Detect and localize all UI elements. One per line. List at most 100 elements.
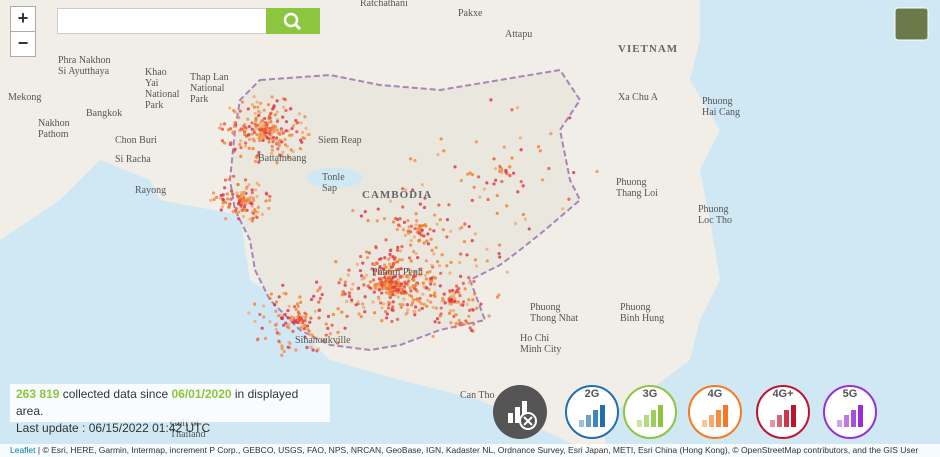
- leaflet-link[interactable]: Leaflet: [10, 445, 36, 455]
- data-point: [383, 273, 387, 277]
- data-point: [492, 157, 496, 161]
- place-label: Yai: [145, 78, 159, 89]
- data-point: [378, 271, 383, 275]
- data-point: [512, 171, 516, 175]
- data-point: [386, 269, 391, 273]
- data-point: [250, 121, 254, 125]
- data-point: [299, 121, 303, 125]
- data-point: [318, 285, 322, 289]
- data-point: [259, 130, 263, 135]
- data-point: [243, 203, 247, 207]
- data-point: [359, 315, 363, 319]
- data-point: [228, 106, 232, 110]
- place-label: Battambang: [258, 153, 306, 164]
- data-point: [363, 310, 367, 314]
- data-point: [420, 183, 425, 187]
- data-point: [269, 133, 273, 137]
- search-button[interactable]: [266, 8, 320, 34]
- network-button[interactable]: 2G: [565, 385, 619, 439]
- data-point: [298, 147, 303, 151]
- network-label: 4G+: [772, 388, 793, 400]
- data-point: [225, 192, 229, 196]
- data-point: [317, 316, 321, 320]
- data-point: [219, 122, 223, 126]
- data-point: [284, 292, 288, 296]
- info-box: 263 819 collected data since 06/01/2020 …: [10, 384, 330, 435]
- data-point: [417, 239, 421, 243]
- data-point: [254, 155, 258, 159]
- data-point: [343, 283, 347, 287]
- network-button[interactable]: 3G: [623, 385, 677, 439]
- data-point: [418, 202, 422, 206]
- data-point: [250, 103, 255, 107]
- data-point: [290, 133, 294, 137]
- place-label: National: [145, 89, 180, 100]
- data-point: [572, 170, 576, 175]
- data-point: [296, 304, 300, 309]
- data-point: [493, 167, 498, 171]
- data-point: [388, 283, 392, 287]
- data-point: [302, 136, 307, 140]
- data-point: [223, 178, 228, 182]
- data-point: [474, 264, 479, 268]
- data-point: [350, 287, 354, 291]
- data-point: [251, 216, 255, 220]
- zoom-out[interactable]: −: [10, 31, 36, 57]
- network-button[interactable]: 4G: [688, 385, 742, 439]
- signal-bar: [651, 410, 656, 427]
- search-input[interactable]: [57, 8, 267, 34]
- data-point: [323, 338, 327, 342]
- data-point: [459, 178, 463, 183]
- data-point: [260, 212, 264, 216]
- data-point: [229, 197, 233, 201]
- data-point: [243, 128, 247, 132]
- signal-bar: [851, 410, 856, 427]
- data-point: [462, 240, 467, 244]
- signal-bar: [658, 405, 663, 427]
- data-point: [271, 124, 275, 128]
- data-point: [519, 148, 523, 152]
- data-point: [466, 172, 470, 176]
- data-point: [356, 300, 360, 304]
- data-point: [414, 223, 418, 227]
- all-networks-button[interactable]: [493, 385, 547, 439]
- data-point: [374, 244, 378, 249]
- data-point: [256, 338, 260, 342]
- data-point: [479, 302, 483, 306]
- data-point: [416, 256, 420, 260]
- data-point: [379, 301, 383, 305]
- data-point: [395, 317, 400, 321]
- data-point: [390, 307, 394, 312]
- data-point: [268, 116, 272, 120]
- data-point: [396, 295, 400, 299]
- data-point: [253, 319, 257, 324]
- network-button[interactable]: 4G+: [756, 385, 810, 439]
- data-point: [242, 190, 246, 194]
- data-point: [371, 300, 375, 304]
- data-point: [389, 273, 393, 277]
- basemap-toggle[interactable]: [894, 7, 929, 41]
- data-point: [280, 346, 284, 351]
- data-point: [404, 188, 408, 192]
- sea: [600, 0, 940, 457]
- data-point: [382, 263, 387, 267]
- data-point: [401, 187, 405, 191]
- place-label: Minh City: [520, 344, 561, 355]
- data-point: [277, 332, 281, 336]
- data-point: [433, 213, 437, 217]
- zoom-in[interactable]: +: [10, 6, 36, 32]
- data-point: [470, 172, 475, 177]
- data-point: [347, 294, 352, 299]
- data-point: [425, 270, 430, 275]
- data-point: [410, 303, 414, 307]
- data-point: [436, 259, 440, 264]
- data-point: [402, 297, 406, 301]
- data-point: [242, 197, 246, 201]
- network-button[interactable]: 5G: [823, 385, 877, 439]
- data-point: [470, 198, 474, 202]
- data-point: [451, 309, 456, 313]
- place-label: Can Tho: [460, 390, 495, 401]
- place-label: Pathom: [38, 129, 69, 140]
- data-point: [363, 295, 367, 299]
- place-label: Tonle: [322, 172, 345, 183]
